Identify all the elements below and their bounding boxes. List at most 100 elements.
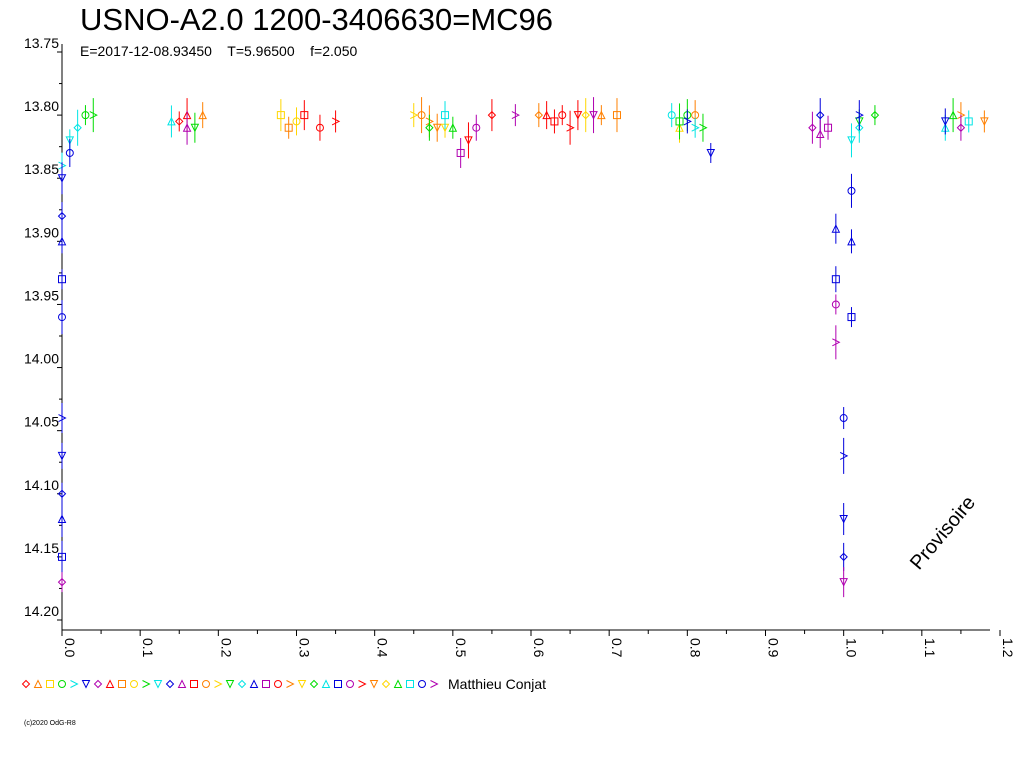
data-point xyxy=(57,489,67,498)
data-point xyxy=(957,111,966,120)
data-point xyxy=(472,123,481,132)
data-point xyxy=(855,111,864,120)
data-point xyxy=(675,117,684,126)
data-point xyxy=(558,111,567,120)
chart-subtitle: E=2017-12-08.93450 T=5.96500 f=2.050 xyxy=(80,43,357,59)
factor-label: f=2.050 xyxy=(310,43,358,59)
x-tick-label: 0.5 xyxy=(453,638,469,658)
data-point xyxy=(581,110,590,120)
data-point xyxy=(65,148,74,157)
legend-symbol xyxy=(177,679,187,688)
x-tick-label: 0.0 xyxy=(62,638,78,658)
series-5 xyxy=(57,98,950,573)
data-point xyxy=(441,111,450,120)
data-point xyxy=(573,111,583,120)
series-3 xyxy=(81,98,958,143)
data-point xyxy=(57,514,67,524)
legend-symbols xyxy=(21,679,439,689)
y-axis-ticks: 13.75 13.80 13.85 13.90 13.95 14.00 14.05 14.10… xyxy=(24,35,62,621)
y-tick-label: 14.10 xyxy=(24,477,59,493)
legend-symbol xyxy=(165,679,175,689)
data-point xyxy=(182,123,192,132)
y-tick-label: 13.85 xyxy=(24,161,59,177)
data-point xyxy=(81,111,90,120)
chart-axes xyxy=(61,44,990,631)
legend-symbol xyxy=(237,679,247,689)
legend-symbol xyxy=(33,679,43,688)
legend-symbol xyxy=(130,680,138,688)
data-point xyxy=(542,110,551,120)
data-point xyxy=(816,110,825,120)
data-point xyxy=(597,110,606,120)
data-point xyxy=(831,275,840,284)
data-point xyxy=(276,111,285,120)
legend-symbol xyxy=(286,680,295,688)
legend-symbol xyxy=(58,680,66,688)
x-tick-label: 0.6 xyxy=(531,638,547,658)
y-tick-label: 14.15 xyxy=(24,540,59,556)
data-point xyxy=(948,110,958,120)
legend: Matthieu Conjat xyxy=(20,675,546,693)
data-point xyxy=(425,117,435,126)
legend-symbol xyxy=(21,679,31,689)
data-point xyxy=(832,338,841,347)
y-tick-label: 13.80 xyxy=(24,98,59,114)
legend-symbol xyxy=(105,679,115,688)
data-point xyxy=(980,117,989,127)
data-point xyxy=(589,111,598,120)
series-6 xyxy=(57,97,966,598)
data-point xyxy=(534,110,544,120)
data-point xyxy=(331,117,341,126)
data-point xyxy=(839,451,849,460)
data-point xyxy=(683,117,692,126)
data-point xyxy=(808,123,817,132)
data-point xyxy=(175,117,184,126)
legend-symbol xyxy=(249,679,259,688)
legend-symbol xyxy=(118,680,126,688)
data-point xyxy=(847,236,856,246)
data-point xyxy=(300,111,309,120)
data-point xyxy=(487,110,497,120)
data-point xyxy=(839,414,848,423)
x-tick-label: 0.8 xyxy=(687,638,703,658)
data-point xyxy=(57,211,67,221)
y-tick-label: 13.95 xyxy=(24,287,59,303)
series-0 xyxy=(175,98,583,159)
legend-symbol xyxy=(321,679,331,688)
legend-symbol xyxy=(418,680,426,688)
legend-symbol xyxy=(274,680,282,688)
data-point xyxy=(58,275,66,284)
series-2 xyxy=(276,98,684,143)
data-point xyxy=(706,148,716,158)
data-point xyxy=(65,136,75,145)
x-tick-label: 0.9 xyxy=(766,638,782,658)
x-tick-label: 1.2 xyxy=(1000,638,1016,658)
observer-name: Matthieu Conjat xyxy=(448,676,547,692)
legend-symbol xyxy=(358,680,367,688)
y-tick-label: 14.05 xyxy=(24,414,59,430)
data-point xyxy=(432,123,442,133)
data-point xyxy=(566,123,575,132)
data-point xyxy=(190,123,200,133)
data-point xyxy=(940,117,950,127)
x-tick-label: 0.7 xyxy=(609,638,625,658)
x-tick-label: 1.0 xyxy=(844,638,860,658)
data-point xyxy=(198,110,208,120)
period-label: T=5.96500 xyxy=(227,43,295,59)
legend-symbol xyxy=(153,680,163,689)
legend-symbol xyxy=(346,680,354,688)
data-point xyxy=(456,148,465,157)
data-point xyxy=(511,111,520,120)
data-point xyxy=(964,117,973,126)
x-tick-label: 0.2 xyxy=(218,638,234,658)
data-point xyxy=(89,111,98,120)
data-point xyxy=(847,186,856,195)
legend-symbol xyxy=(334,680,342,688)
data-point xyxy=(831,224,841,233)
legend-symbol xyxy=(369,680,379,689)
legend-symbol xyxy=(262,680,270,688)
legend-symbol xyxy=(393,679,403,688)
legend-symbol xyxy=(46,680,54,688)
x-tick-label: 1.1 xyxy=(922,638,938,658)
